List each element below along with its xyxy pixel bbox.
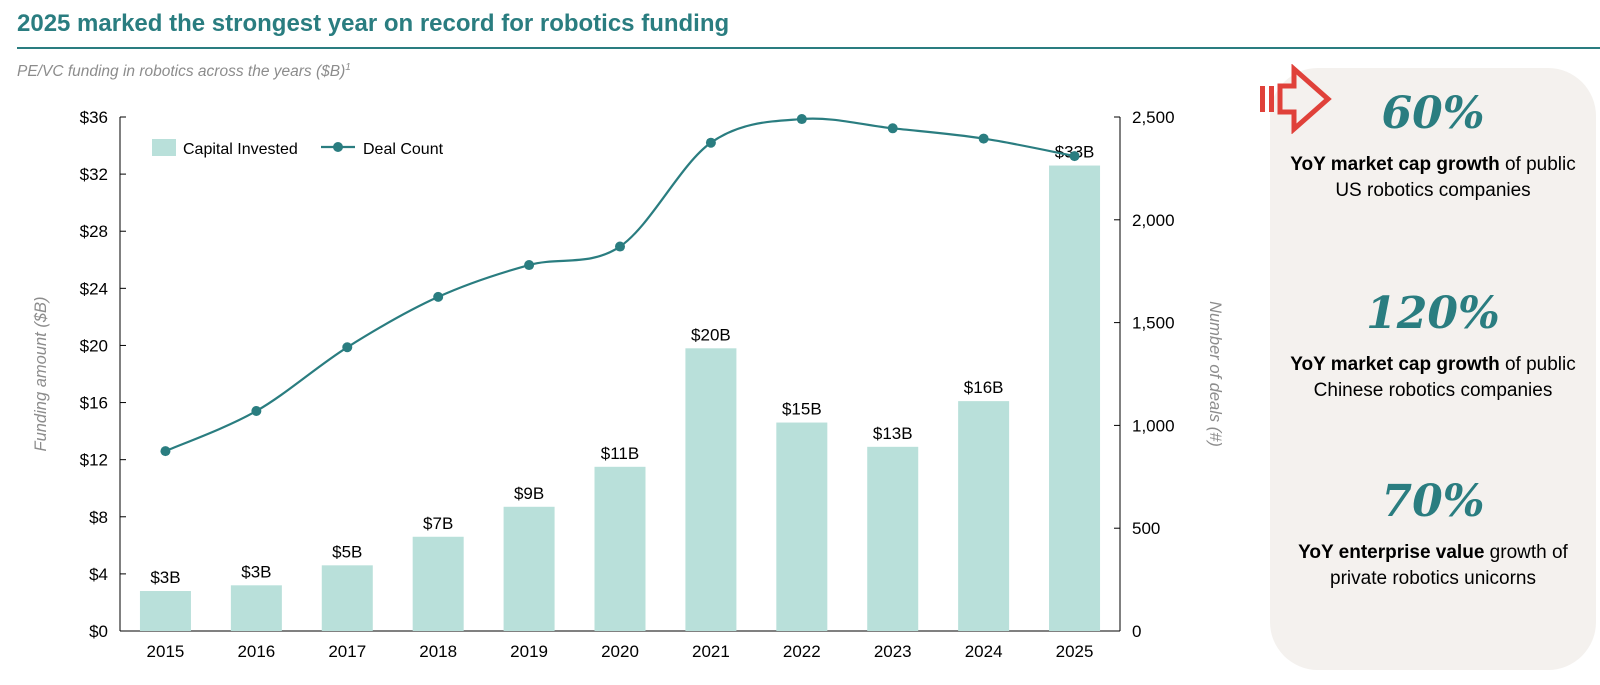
bar-label-2017: $5B <box>332 542 362 561</box>
bar-label-2021: $20B <box>691 325 731 344</box>
deal-point-2021 <box>705 137 716 148</box>
x-tick-label: 2022 <box>783 642 821 661</box>
bar-2015 <box>139 591 191 631</box>
stat-rest: of public US robotics companies <box>1335 154 1576 201</box>
stat-rest: growth of private robotics unicorns <box>1330 542 1568 589</box>
y-tick-label: $4 <box>89 565 108 584</box>
right-arrow-icon <box>1260 64 1332 134</box>
y-tick-label: $20 <box>80 336 108 355</box>
y2-tick-label: 2,000 <box>1132 211 1175 230</box>
x-tick-label: 2019 <box>510 642 548 661</box>
x-tick-label: 2016 <box>237 642 275 661</box>
legend-bar-label: Capital Invested <box>183 141 298 158</box>
bar-label-2016: $3B <box>241 562 271 581</box>
deal-point-2025 <box>1069 151 1080 162</box>
bar-2022 <box>776 422 828 631</box>
deal-point-2018 <box>433 291 444 302</box>
bar-2018 <box>412 536 464 631</box>
bar-2016 <box>230 585 282 631</box>
x-tick-label: 2017 <box>328 642 366 661</box>
bar-label-2022: $15B <box>782 400 822 419</box>
y-tick-label: $36 <box>80 108 108 127</box>
x-tick-label: 2024 <box>965 642 1003 661</box>
legend-line-label: Deal Count <box>363 141 444 158</box>
x-tick-label: 2018 <box>419 642 457 661</box>
y-tick-label: $8 <box>89 508 108 527</box>
x-tick-label: 2015 <box>147 642 185 661</box>
bar-label-2018: $7B <box>423 514 453 533</box>
deal-point-2020 <box>615 241 625 252</box>
subtitle-text: PE/VC funding in robotics across the yea… <box>17 63 346 81</box>
deal-point-2016 <box>251 406 262 417</box>
legend-line-marker <box>333 142 343 152</box>
stat-rest: of public Chinese robotics companies <box>1313 354 1576 401</box>
deal-count-line <box>165 117 1075 453</box>
title-divider <box>17 47 1600 49</box>
y2-tick-label: 0 <box>1132 622 1141 641</box>
stat-description: YoY enterprise value growth of private r… <box>1270 540 1596 592</box>
y-tick-label: $12 <box>80 451 108 470</box>
bar-2021 <box>685 348 737 631</box>
x-tick-label: 2020 <box>601 642 639 661</box>
stat-bold: YoY market cap growth <box>1290 154 1500 175</box>
stat-us-market-cap: 60% YoY market cap growth of public US r… <box>1270 92 1596 204</box>
bar-label-2024: $16B <box>964 378 1004 397</box>
deal-point-2022 <box>796 114 807 125</box>
bar-label-2019: $9B <box>514 484 544 503</box>
deal-point-2023 <box>887 123 898 134</box>
y-tick-label: $24 <box>80 279 108 298</box>
deal-point-2017 <box>342 342 353 353</box>
bar-label-2020: $11B <box>601 444 639 463</box>
stat-description: YoY market cap growth of public US robot… <box>1270 152 1596 204</box>
bar-label-2023: $13B <box>873 424 913 443</box>
stat-bold: YoY enterprise value <box>1298 542 1485 563</box>
funding-chart: $0 $4 $8 $12 $16 $20 $24 $28 $32 $36 0 500 1,000 1,50… <box>32 108 1224 661</box>
bar-2025 <box>1049 165 1101 632</box>
subtitle-footnote: 1 <box>345 62 351 73</box>
page-title: 2025 marked the strongest year on record… <box>17 10 730 37</box>
x-tick-label: 2025 <box>1056 642 1094 661</box>
y2-tick-label: 2,500 <box>1132 108 1175 127</box>
legend-bar-swatch <box>152 139 176 156</box>
bar-2024 <box>958 401 1010 631</box>
stat-china-market-cap: 120% YoY market cap growth of public Chi… <box>1270 292 1596 404</box>
stat-description: YoY market cap growth of public Chinese … <box>1270 352 1596 404</box>
y-tick-label: $16 <box>80 394 108 413</box>
stat-bold: YoY market cap growth <box>1290 354 1500 375</box>
y-tick-label: $0 <box>89 622 108 641</box>
deal-point-2019 <box>524 260 535 271</box>
bar-2019 <box>503 506 555 631</box>
y2-tick-label: 1,000 <box>1132 416 1175 435</box>
bar-2017 <box>321 565 373 631</box>
y-axis-title: Funding amount ($B) <box>32 296 50 451</box>
stat-unicorn-ev: 70% YoY enterprise value growth of priva… <box>1270 480 1596 592</box>
stat-value: 60% <box>1381 88 1485 139</box>
chart-subtitle: PE/VC funding in robotics across the yea… <box>17 62 351 81</box>
stats-panel <box>1270 68 1596 670</box>
stat-value: 70% <box>1381 476 1485 527</box>
y-tick-label: $32 <box>80 165 108 184</box>
y-tick-label: $28 <box>80 222 108 241</box>
deal-point-2024 <box>978 133 989 144</box>
bar-2023 <box>867 446 919 631</box>
bar-2020 <box>594 466 646 631</box>
deal-point-2015 <box>160 446 171 457</box>
x-tick-label: 2023 <box>874 642 912 661</box>
y2-tick-label: 500 <box>1132 519 1160 538</box>
y2-axis-title: Number of deals (#) <box>1206 301 1224 447</box>
stat-value: 120% <box>1366 288 1500 339</box>
x-tick-label: 2021 <box>692 642 730 661</box>
y2-tick-label: 1,500 <box>1132 314 1175 333</box>
bar-label-2015: $3B <box>150 568 180 587</box>
